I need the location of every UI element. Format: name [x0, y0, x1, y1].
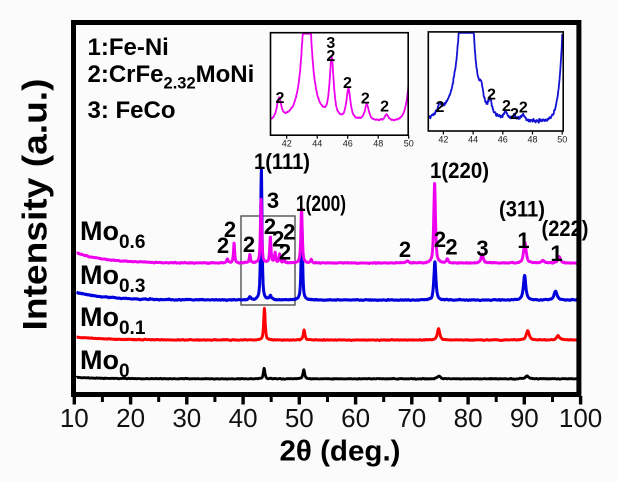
svg-text:42: 42	[438, 135, 448, 145]
svg-text:2: 2	[279, 240, 291, 265]
svg-text:30: 30	[172, 403, 201, 433]
svg-text:80: 80	[454, 403, 483, 433]
svg-text:60: 60	[341, 403, 370, 433]
svg-text:2: 2	[399, 237, 411, 262]
svg-text:48: 48	[527, 135, 537, 145]
svg-text:42: 42	[282, 139, 292, 149]
svg-text:2: 2	[272, 227, 284, 252]
svg-text:2: 2	[343, 75, 352, 92]
svg-text:2: 2	[283, 220, 295, 245]
svg-text:2: 2	[380, 99, 389, 116]
svg-text:90: 90	[510, 403, 539, 433]
svg-text:3: 3	[267, 188, 279, 213]
svg-text:2: 2	[519, 99, 528, 116]
svg-text:2: 2	[243, 232, 255, 257]
svg-text:44: 44	[468, 135, 478, 145]
svg-text:1:Fe-Ni: 1:Fe-Ni	[88, 34, 169, 61]
svg-text:44: 44	[312, 139, 322, 149]
svg-text:3: 3	[476, 236, 488, 261]
svg-text:2: 2	[487, 87, 496, 104]
svg-text:Intensity (a.u.): Intensity (a.u.)	[17, 79, 55, 331]
svg-text:2: 2	[434, 227, 446, 252]
svg-text:50: 50	[404, 139, 414, 149]
svg-text:50: 50	[557, 135, 567, 145]
svg-text:46: 46	[498, 135, 508, 145]
svg-text:(222): (222)	[542, 216, 589, 241]
svg-text:2: 2	[502, 98, 511, 115]
svg-text:48: 48	[373, 139, 383, 149]
svg-text:2: 2	[276, 90, 285, 107]
svg-text:46: 46	[343, 139, 353, 149]
svg-text:100: 100	[559, 403, 602, 433]
svg-text:2: 2	[224, 217, 236, 242]
svg-text:2: 2	[264, 214, 276, 239]
svg-text:2: 2	[326, 48, 335, 65]
svg-text:2: 2	[510, 106, 519, 123]
svg-text:20: 20	[116, 403, 145, 433]
svg-text:3: FeCo: 3: FeCo	[88, 97, 176, 124]
svg-text:50: 50	[285, 403, 314, 433]
svg-text:1(111): 1(111)	[254, 149, 310, 174]
svg-text:2: 2	[361, 90, 370, 107]
svg-text:2: 2	[436, 99, 445, 116]
svg-text:(311): (311)	[499, 197, 545, 222]
svg-text:2θ (deg.): 2θ (deg.)	[280, 436, 401, 468]
svg-text:2: 2	[217, 233, 229, 258]
svg-text:1(200): 1(200)	[296, 191, 346, 216]
svg-text:2: 2	[445, 235, 457, 260]
svg-text:1: 1	[550, 241, 562, 266]
svg-text:70: 70	[397, 403, 426, 433]
svg-text:1: 1	[517, 228, 529, 253]
svg-text:1(220): 1(220)	[430, 158, 489, 183]
svg-text:40: 40	[229, 403, 258, 433]
svg-text:3: 3	[326, 35, 335, 52]
svg-text:10: 10	[60, 403, 89, 433]
